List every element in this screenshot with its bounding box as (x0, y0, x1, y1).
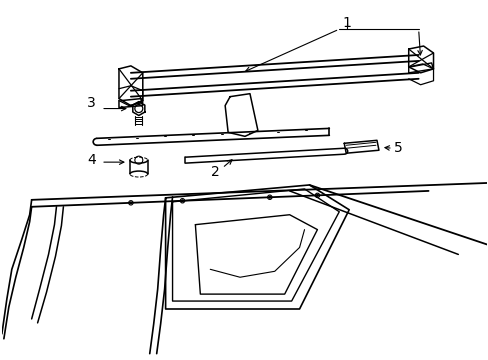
Text: 1: 1 (342, 16, 351, 30)
Circle shape (316, 194, 318, 196)
Text: 3: 3 (87, 96, 95, 109)
Text: 2: 2 (210, 165, 219, 179)
Text: 5: 5 (394, 141, 402, 155)
Text: 4: 4 (87, 153, 95, 167)
Circle shape (268, 197, 270, 198)
Circle shape (182, 200, 183, 202)
Circle shape (130, 202, 131, 204)
